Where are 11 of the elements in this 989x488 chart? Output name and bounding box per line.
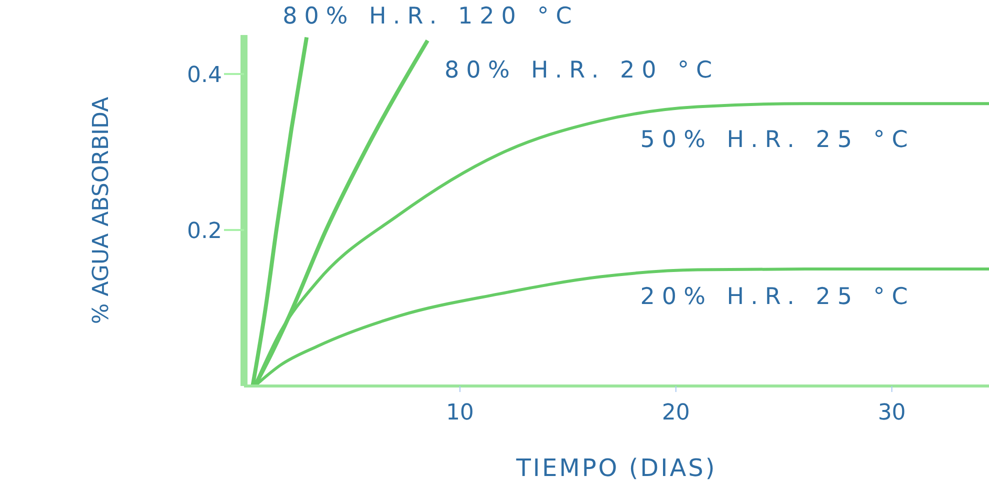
y-tick-label: 0.4 — [187, 62, 222, 88]
series-label: 80% H.R. 20 °C — [444, 57, 720, 84]
x-tick-label: 30 — [878, 400, 906, 426]
y-axis-title: % AGUA ABSORBIDA — [88, 96, 114, 324]
x-axis-title: TIEMPO (DIAS) — [515, 454, 717, 482]
series-label: 20% H.R. 25 °C — [640, 284, 915, 310]
x-tick-label: 20 — [662, 400, 690, 426]
series-label: 50% H.R. 25 °C — [640, 126, 915, 153]
x-tick-label: 10 — [446, 400, 474, 426]
y-tick-label: 0.2 — [187, 218, 222, 244]
series-label: 80% H.R. 120 °C — [282, 3, 579, 30]
